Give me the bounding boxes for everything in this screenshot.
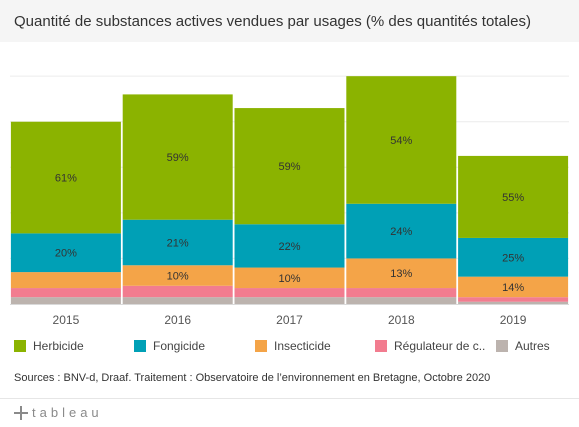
bar-segment-2018-0[interactable] <box>346 297 457 304</box>
footer: tableau <box>0 398 579 427</box>
tableau-logo-icon <box>14 405 28 420</box>
legend-label: Insecticide <box>274 339 331 353</box>
data-label: 59% <box>167 152 189 164</box>
source-note: Sources : BNV-d, Draaf. Traitement : Obs… <box>14 372 491 384</box>
data-label: 22% <box>278 241 300 253</box>
bar-segment-2015-0[interactable] <box>10 297 121 304</box>
bar-segment-2015-2[interactable] <box>10 272 121 289</box>
bar-segment-2019-0[interactable] <box>458 301 569 304</box>
bar-segment-2017-4[interactable] <box>234 108 345 225</box>
legend-swatch <box>496 340 508 352</box>
data-label: 61% <box>55 173 77 185</box>
data-label: 25% <box>502 252 524 264</box>
legend-swatch <box>375 340 387 352</box>
data-label: 24% <box>390 226 412 238</box>
x-tick-label: 2019 <box>500 313 527 327</box>
bar-segment-2019-4[interactable] <box>458 155 569 238</box>
data-label: 54% <box>390 135 412 147</box>
bar-segment-2018-2[interactable] <box>346 258 457 289</box>
bar-segment-2019-3[interactable] <box>458 237 569 277</box>
bar-segment-2017-3[interactable] <box>234 224 345 268</box>
data-label: 13% <box>390 268 412 280</box>
chart-title: Quantité de substances actives vendues p… <box>14 13 531 30</box>
legend-label: Herbicide <box>33 339 84 353</box>
bar-segment-2015-3[interactable] <box>10 233 121 273</box>
x-tick-label: 2015 <box>53 313 80 327</box>
tableau-logo[interactable]: tableau <box>14 405 103 420</box>
legend-item[interactable]: Fongicide <box>134 338 249 354</box>
legend-item[interactable]: Régulateur de c.. <box>375 338 490 354</box>
bar-segment-2019-1[interactable] <box>458 297 569 302</box>
bar-segment-2016-0[interactable] <box>122 297 233 304</box>
bar-segment-2018-3[interactable] <box>346 203 457 259</box>
bar-segment-2018-4[interactable] <box>346 76 457 204</box>
data-label: 59% <box>278 161 300 173</box>
data-label: 10% <box>167 271 189 283</box>
x-tick-label: 2017 <box>276 313 303 327</box>
bar-segment-2015-4[interactable] <box>10 121 121 234</box>
bar-segment-2016-1[interactable] <box>122 285 233 298</box>
x-tick-label: 2016 <box>164 313 191 327</box>
legend-swatch <box>134 340 146 352</box>
legend-swatch <box>255 340 267 352</box>
data-label: 14% <box>502 282 524 294</box>
bar-segment-2016-4[interactable] <box>122 94 233 220</box>
bar-segment-2019-2[interactable] <box>458 276 569 298</box>
bar-segment-2015-1[interactable] <box>10 288 121 298</box>
data-label: 21% <box>167 237 189 249</box>
bar-segment-2018-1[interactable] <box>346 288 457 298</box>
legend-item[interactable]: Autres <box>496 338 576 354</box>
legend-label: Régulateur de c.. <box>394 339 486 353</box>
stacked-bar-chart: 20% 61% 2015 10% 21% 59% 2016 10% 22% 59% 2017 13% 2… <box>10 75 569 327</box>
legend-item[interactable]: Herbicide <box>14 338 129 354</box>
bar-segment-2017-1[interactable] <box>234 288 345 298</box>
legend-label: Autres <box>515 339 550 353</box>
bar-segment-2016-3[interactable] <box>122 219 233 266</box>
x-tick-label: 2018 <box>388 313 415 327</box>
legend-label: Fongicide <box>153 339 206 353</box>
data-label: 55% <box>502 192 524 204</box>
legend-swatch <box>14 340 26 352</box>
legend-item[interactable]: Insecticide <box>255 338 370 354</box>
data-label: 20% <box>55 248 77 260</box>
bar-segment-2017-0[interactable] <box>234 297 345 304</box>
bar-segment-2017-2[interactable] <box>234 267 345 289</box>
tableau-logo-text: tableau <box>32 405 103 420</box>
title-bar: Quantité de substances actives vendues p… <box>0 0 579 42</box>
bar-segment-2016-2[interactable] <box>122 265 233 286</box>
data-label: 10% <box>278 273 300 285</box>
